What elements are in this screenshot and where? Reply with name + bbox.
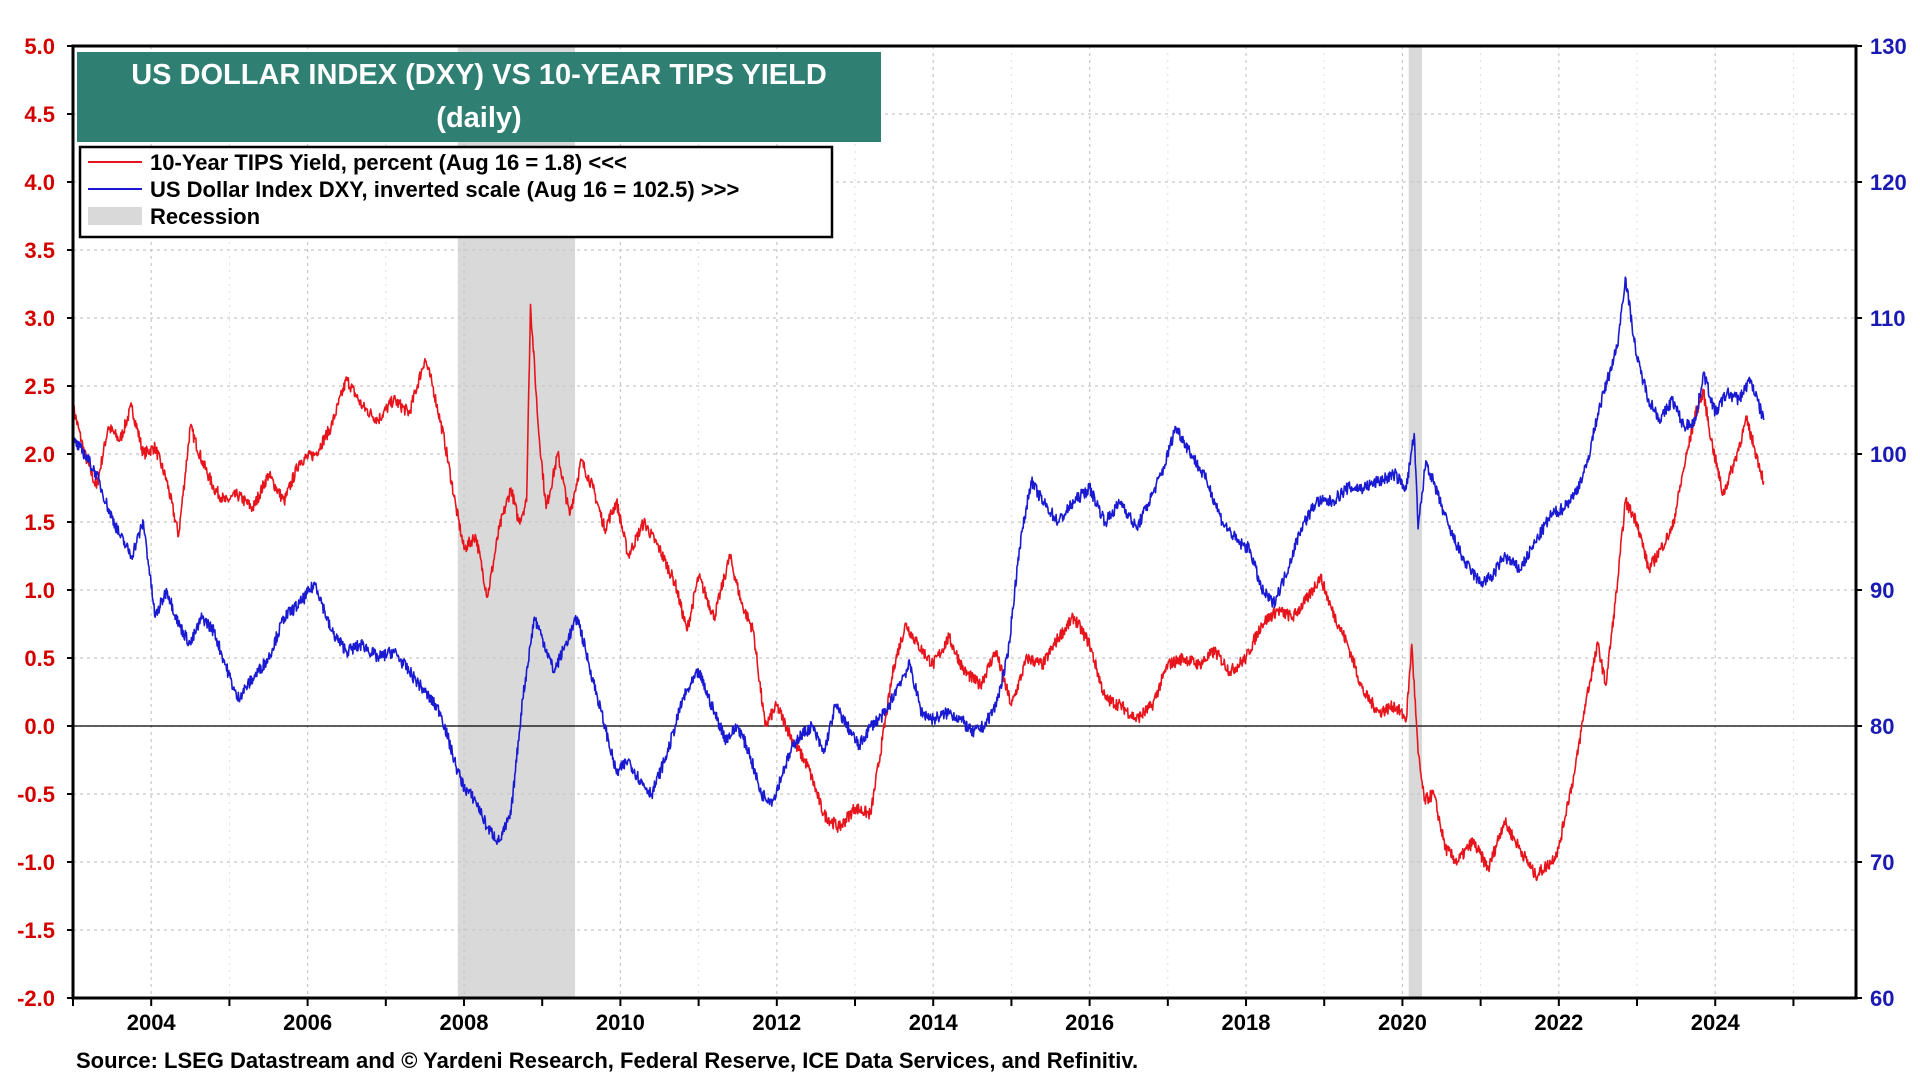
x-tick-label: 2016 <box>1065 1010 1114 1035</box>
right-tick-label: 70 <box>1870 850 1894 875</box>
left-axis: 5.0 4.5 4.0 3.5 3.0 2.5 2.0 1.5 1.0 0.5 0.0 -0.5 -1.… <box>17 34 73 1011</box>
left-tick-label: 1.5 <box>24 510 55 535</box>
legend: 10-Year TIPS Yield, percent (Aug 16 = 1.… <box>78 145 834 239</box>
left-tick-label: -1.0 <box>17 850 55 875</box>
left-tick-label: 4.0 <box>24 170 55 195</box>
chart-subtitle: (daily) <box>436 102 521 134</box>
left-tick-label: 3.5 <box>24 238 55 263</box>
right-tick-label: 100 <box>1870 442 1907 467</box>
source-note: Source: LSEG Datastream and © Yardeni Re… <box>76 1048 1138 1073</box>
left-tick-label: 2.0 <box>24 442 55 467</box>
x-tick-label: 2014 <box>909 1010 959 1035</box>
series-layer <box>72 276 1765 882</box>
right-tick-label: 120 <box>1870 170 1907 195</box>
legend-label-dxy: US Dollar Index DXY, inverted scale (Aug… <box>150 177 739 202</box>
right-axis: 130 120 110 100 90 80 70 60 <box>1856 34 1907 1011</box>
recession-band-1 <box>1408 46 1422 998</box>
legend-label-tips: 10-Year TIPS Yield, percent (Aug 16 = 1.… <box>150 150 627 175</box>
right-tick-label: 130 <box>1870 34 1907 59</box>
x-tick-label: 2006 <box>283 1010 332 1035</box>
series-line-dollar-index <box>72 276 1765 845</box>
x-tick-label: 2010 <box>596 1010 645 1035</box>
series-line-tips-yield <box>72 303 1765 882</box>
x-tick-label: 2020 <box>1378 1010 1427 1035</box>
right-tick-label: 90 <box>1870 578 1894 603</box>
right-tick-label: 80 <box>1870 714 1894 739</box>
legend-label-recession: Recession <box>150 204 260 229</box>
x-tick-label: 2008 <box>440 1010 489 1035</box>
title-box: US DOLLAR INDEX (DXY) VS 10-YEAR TIPS YI… <box>77 52 881 142</box>
left-tick-label: 0.0 <box>24 714 55 739</box>
x-tick-label: 2022 <box>1534 1010 1583 1035</box>
left-tick-label: 5.0 <box>24 34 55 59</box>
left-tick-label: -1.5 <box>17 918 55 943</box>
left-tick-label: -0.5 <box>17 782 55 807</box>
left-tick-label: 3.0 <box>24 306 55 331</box>
left-tick-label: -2.0 <box>17 986 55 1011</box>
x-tick-label: 2018 <box>1222 1010 1271 1035</box>
right-tick-label: 110 <box>1870 306 1906 331</box>
legend-swatch-recession <box>88 207 142 225</box>
left-tick-label: 1.0 <box>24 578 55 603</box>
chart-title: US DOLLAR INDEX (DXY) VS 10-YEAR TIPS YI… <box>131 59 827 91</box>
left-tick-label: 4.5 <box>24 102 55 127</box>
left-tick-label: 0.5 <box>24 646 55 671</box>
x-tick-label: 2012 <box>752 1010 801 1035</box>
x-tick-label: 2004 <box>127 1010 177 1035</box>
right-tick-label: 60 <box>1870 986 1894 1011</box>
left-tick-label: 2.5 <box>24 374 55 399</box>
x-axis: 2004 2006 2008 2010 2012 2014 2016 2018 2020 2022… <box>72 998 1795 1035</box>
x-tick-label: 2024 <box>1691 1010 1741 1035</box>
